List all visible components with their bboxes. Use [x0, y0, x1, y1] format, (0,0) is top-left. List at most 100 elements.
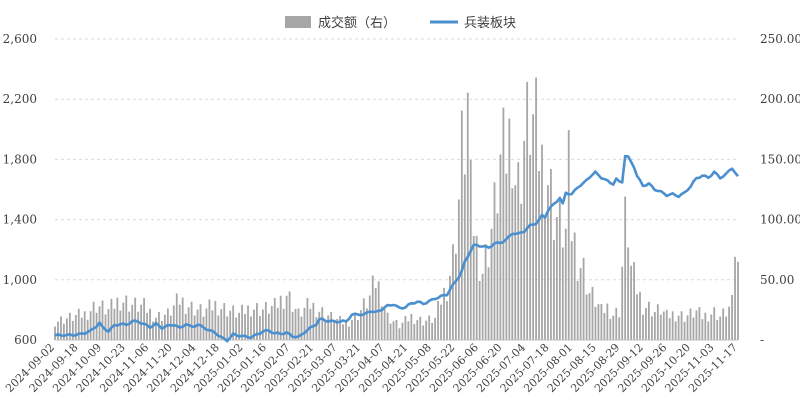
volume-bar	[315, 317, 318, 340]
volume-bar	[683, 321, 686, 340]
volume-bar	[279, 295, 282, 340]
volume-bar	[419, 316, 422, 340]
volume-bar	[674, 321, 677, 340]
volume-bar	[267, 313, 270, 340]
y-left-tick-label: 1,400	[3, 213, 37, 227]
volume-bar	[478, 281, 481, 340]
volume-bar	[128, 311, 131, 340]
volume-bar	[80, 317, 83, 340]
volume-bar	[110, 298, 113, 340]
volume-bar	[57, 321, 59, 340]
volume-bar	[336, 318, 339, 340]
volume-bar	[650, 316, 653, 340]
volume-bar	[175, 293, 178, 340]
volume-bar	[642, 314, 644, 340]
volume-bar	[244, 314, 246, 340]
volume-bar	[365, 308, 368, 340]
y-axis-right: - 50.00 100.00 150.00 200.00 250.00	[760, 32, 800, 347]
volume-bar	[716, 320, 719, 340]
volume-bar	[374, 288, 377, 340]
volume-bar	[217, 315, 220, 340]
volume-bar	[677, 315, 680, 340]
volume-bar	[437, 301, 439, 340]
volume-bar	[615, 307, 618, 340]
volume-bar	[273, 298, 276, 340]
y-axis-left: 600 1,000 1,400 1,800 2,200 2,600	[3, 32, 37, 347]
volume-bar	[60, 316, 62, 340]
volume-bar	[282, 308, 285, 340]
volume-bar	[710, 314, 713, 340]
volume-bar	[383, 306, 386, 340]
volume-bar	[371, 275, 374, 340]
x-axis: 2024-09-022024-09-182024-10-092024-10-23…	[3, 341, 740, 395]
volume-bar	[116, 297, 119, 340]
volume-bar	[532, 114, 534, 340]
legend-bar-label: 成交额（右）	[318, 15, 396, 31]
volume-bar	[92, 301, 95, 340]
volume-bar	[389, 323, 392, 340]
volume-bar	[398, 328, 401, 340]
volume-bar	[348, 326, 350, 340]
volume-bar	[662, 311, 665, 340]
volume-bar	[606, 303, 609, 340]
price-line	[54, 154, 740, 343]
volume-bar	[671, 311, 674, 340]
volume-bar	[184, 313, 187, 340]
volume-bar	[259, 315, 261, 340]
volume-bar	[555, 217, 558, 340]
volume-bar	[342, 324, 344, 340]
volume-bar	[624, 196, 627, 340]
volume-bar	[285, 295, 288, 340]
volume-bar	[368, 295, 371, 340]
volume-bar	[645, 307, 647, 340]
y-right-tick-label: 200.00	[760, 92, 800, 106]
y-left-tick-label: 600	[14, 333, 37, 347]
volume-bar	[380, 306, 383, 340]
volume-bar	[223, 303, 226, 340]
volume-bar	[74, 315, 77, 340]
volume-bar	[633, 262, 635, 340]
y-left-tick-label: 1,000	[3, 273, 37, 287]
volume-bar	[172, 305, 175, 340]
volume-bar	[668, 318, 671, 340]
volume-bar	[261, 309, 264, 340]
volume-bar	[83, 311, 86, 340]
volume-bar	[454, 253, 457, 340]
volume-bar	[597, 304, 600, 340]
volume-bar	[719, 316, 722, 340]
volume-bar	[351, 320, 353, 340]
volume-bar	[143, 298, 145, 340]
volume-bar	[199, 304, 202, 340]
volume-bar	[270, 305, 273, 340]
volume-bar	[502, 107, 505, 340]
legend-line-label: 兵装板块	[464, 16, 516, 31]
volume-bar	[713, 307, 716, 340]
y-right-tick-label: 150.00	[760, 152, 800, 166]
volume-bar	[190, 301, 193, 340]
volume-bar	[707, 321, 710, 340]
volume-bar	[728, 306, 730, 340]
volume-bar	[294, 308, 297, 340]
volume-bar	[291, 311, 294, 340]
volume-bar	[137, 311, 140, 340]
volume-bar	[737, 261, 739, 340]
volume-bar	[636, 294, 638, 340]
volume-bar	[327, 315, 330, 340]
volume-bar	[54, 326, 56, 340]
volume-bar	[134, 297, 137, 340]
volume-bar	[321, 307, 324, 340]
volume-bar	[229, 310, 232, 340]
volume-bar	[241, 304, 243, 340]
volume-bar	[232, 305, 235, 340]
volume-bar	[460, 110, 463, 340]
volume-bar	[627, 247, 630, 340]
volume-bar	[567, 130, 570, 340]
volume-bar	[247, 305, 249, 340]
volume-bar	[517, 162, 520, 340]
volume-bar	[65, 318, 68, 340]
volume-bar	[407, 321, 410, 340]
volume-bar	[178, 304, 181, 340]
volume-bar	[297, 308, 300, 340]
volume-bar	[276, 307, 279, 340]
legend-bar-swatch	[285, 16, 311, 28]
